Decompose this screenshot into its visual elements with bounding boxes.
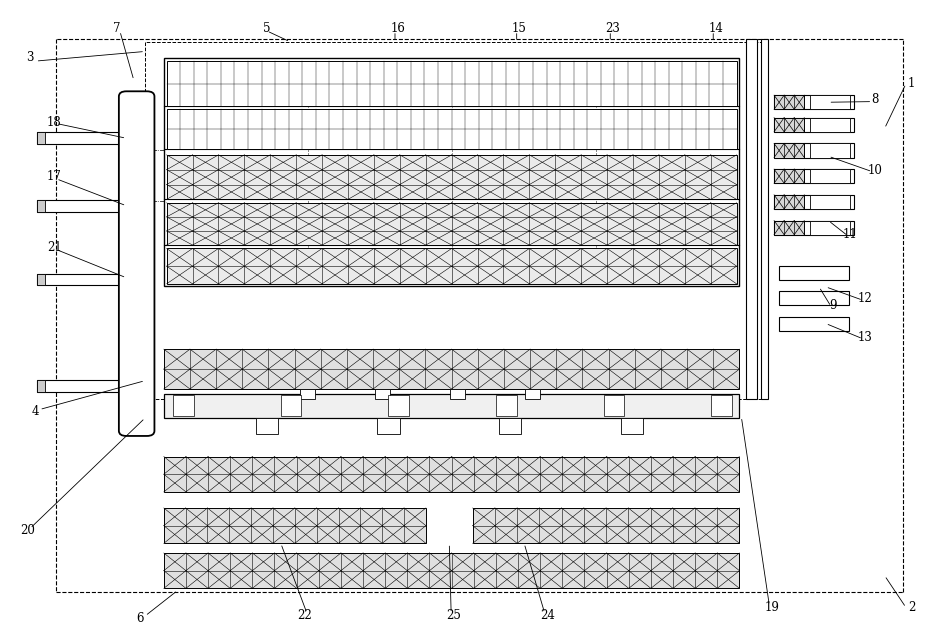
Bar bbox=[810, 95, 850, 109]
Bar bbox=[37, 200, 126, 212]
Bar bbox=[810, 143, 850, 158]
FancyBboxPatch shape bbox=[119, 91, 154, 436]
Bar bbox=[37, 274, 45, 285]
Bar bbox=[779, 317, 849, 331]
Text: 25: 25 bbox=[446, 610, 461, 622]
Bar bbox=[774, 169, 854, 183]
Bar bbox=[377, 418, 400, 434]
Text: 17: 17 bbox=[47, 170, 62, 183]
Bar bbox=[37, 200, 45, 212]
Bar bbox=[164, 349, 739, 389]
Text: 10: 10 bbox=[868, 164, 883, 177]
Text: 13: 13 bbox=[857, 331, 872, 344]
Text: 23: 23 bbox=[606, 23, 621, 35]
Text: 20: 20 bbox=[21, 524, 36, 537]
Text: 5: 5 bbox=[263, 23, 271, 35]
Bar bbox=[810, 169, 850, 183]
Bar bbox=[746, 39, 757, 399]
Bar bbox=[37, 132, 45, 144]
Text: 21: 21 bbox=[47, 241, 62, 254]
Text: 3: 3 bbox=[26, 51, 34, 64]
Text: 9: 9 bbox=[829, 299, 837, 312]
Bar bbox=[167, 248, 737, 284]
Bar bbox=[37, 380, 45, 392]
Bar bbox=[810, 221, 850, 235]
Bar bbox=[774, 143, 854, 158]
Bar bbox=[774, 221, 804, 235]
Text: 12: 12 bbox=[857, 293, 872, 305]
Text: 11: 11 bbox=[842, 228, 857, 241]
Bar bbox=[300, 389, 315, 399]
Bar bbox=[496, 395, 517, 416]
Bar bbox=[499, 418, 521, 434]
Bar bbox=[810, 118, 850, 132]
Bar bbox=[810, 195, 850, 209]
Bar bbox=[774, 118, 804, 132]
Bar bbox=[167, 155, 737, 199]
Bar bbox=[281, 395, 301, 416]
Bar bbox=[774, 143, 804, 158]
Text: 8: 8 bbox=[871, 93, 879, 106]
Bar bbox=[37, 132, 126, 144]
Bar bbox=[164, 508, 426, 543]
Text: 6: 6 bbox=[137, 612, 144, 625]
Bar bbox=[167, 203, 737, 245]
Bar bbox=[621, 418, 643, 434]
Bar bbox=[761, 39, 768, 399]
Text: 18: 18 bbox=[47, 116, 62, 129]
Bar bbox=[774, 221, 854, 235]
Bar bbox=[164, 58, 739, 286]
Bar bbox=[774, 95, 804, 109]
Bar bbox=[774, 95, 854, 109]
Text: 1: 1 bbox=[908, 77, 915, 90]
Text: 16: 16 bbox=[390, 23, 405, 35]
Bar bbox=[37, 274, 126, 285]
Text: 24: 24 bbox=[540, 610, 555, 622]
Bar bbox=[256, 418, 278, 434]
Bar bbox=[164, 553, 739, 588]
Bar bbox=[473, 508, 739, 543]
Bar bbox=[388, 395, 409, 416]
Bar bbox=[167, 109, 737, 149]
Text: 22: 22 bbox=[297, 610, 312, 622]
Bar bbox=[164, 394, 739, 418]
Bar bbox=[525, 389, 540, 399]
Text: 2: 2 bbox=[908, 601, 915, 614]
Bar bbox=[779, 291, 849, 305]
Bar bbox=[779, 266, 849, 280]
Bar bbox=[604, 395, 624, 416]
Text: 4: 4 bbox=[32, 405, 39, 418]
Bar bbox=[167, 61, 737, 106]
Bar bbox=[774, 169, 804, 183]
Bar bbox=[774, 118, 854, 132]
Bar bbox=[173, 395, 194, 416]
Bar bbox=[37, 380, 126, 392]
Text: 7: 7 bbox=[113, 23, 121, 35]
Text: 15: 15 bbox=[512, 23, 527, 35]
Bar bbox=[774, 195, 854, 209]
Bar bbox=[450, 389, 465, 399]
Bar bbox=[711, 395, 732, 416]
Text: 14: 14 bbox=[709, 23, 724, 35]
Bar bbox=[375, 389, 390, 399]
Text: 19: 19 bbox=[765, 601, 780, 614]
Bar bbox=[164, 457, 739, 492]
Bar bbox=[774, 195, 804, 209]
